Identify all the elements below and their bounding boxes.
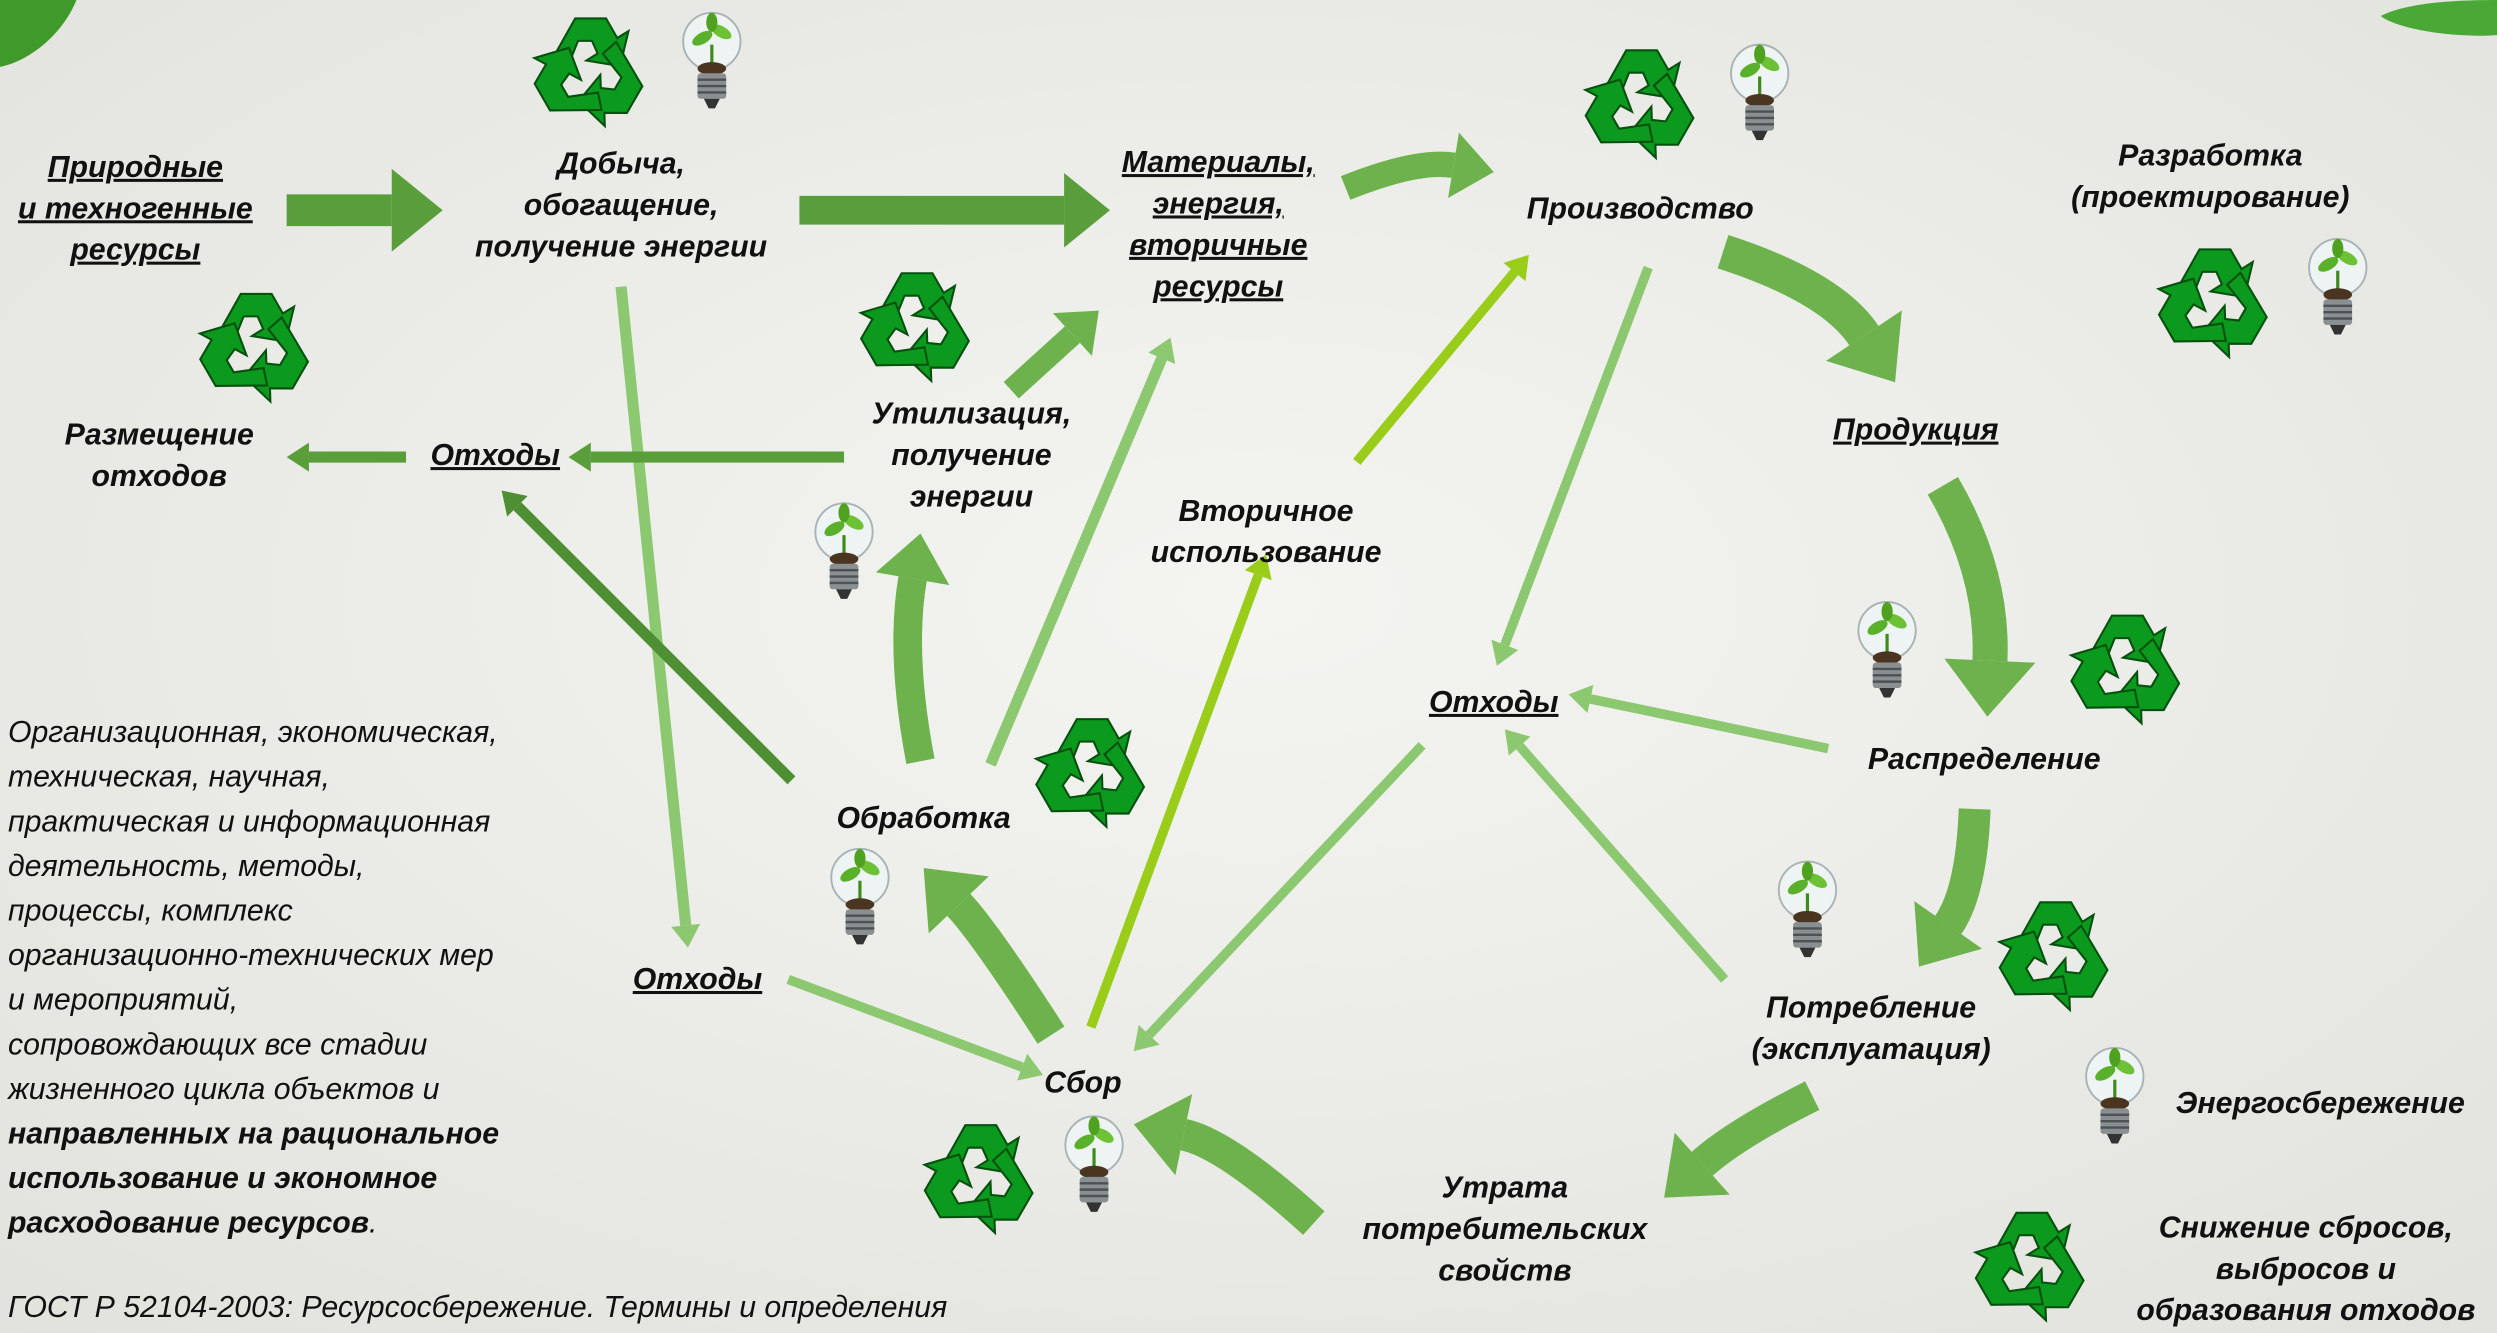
node-label-line: Потребление — [1766, 992, 1976, 1025]
node-label-line: Производство — [1527, 192, 1754, 225]
node-label-line: образования отходов — [2136, 1294, 2475, 1327]
node-label-line: Обработка — [837, 802, 1011, 835]
node-label-line: Отходы — [633, 963, 763, 996]
definition-emphasis: направленных на рациональное — [8, 1117, 499, 1150]
node-label: Отходы — [1429, 686, 1559, 719]
node-label-line: получение энергии — [475, 230, 767, 263]
node-label-line: Разработка — [2118, 140, 2302, 173]
node-label-line: Снижение сбросов, — [2159, 1211, 2453, 1244]
node-label-line: Природные — [48, 151, 223, 184]
node-label-line: (эксплуатация) — [1752, 1033, 1991, 1066]
definition-line: деятельность, методы, — [8, 850, 365, 883]
node-label: Энергосбережение — [2176, 1087, 2465, 1120]
definition-line: организационно-технических мер — [8, 939, 494, 972]
node-label-line: ресурсы — [1152, 270, 1283, 303]
node-label: Отходы — [633, 963, 763, 996]
node-label-line: энергия, — [1153, 187, 1284, 220]
node-label-line: Материалы, — [1122, 146, 1315, 179]
node-label-line: Продукция — [1833, 414, 1999, 447]
definition-line: сопровождающих все стадии — [8, 1028, 428, 1061]
node-label: Продукция — [1833, 414, 1999, 447]
node-label-line: Размещение — [65, 418, 254, 451]
definition-end: . — [369, 1207, 377, 1240]
definition-line: и мероприятий, — [8, 984, 238, 1017]
source: ГОСТ Р 52104-2003: Ресурсосбережение. Те… — [8, 1291, 947, 1324]
definition-line: Организационная, экономическая, — [8, 716, 498, 749]
node-label-line: Добыча, — [554, 148, 685, 181]
definition-emphasis: расходование ресурсов — [7, 1207, 369, 1240]
node-label-line: Утилизация, — [872, 398, 1072, 431]
diagram: Природные и техногенные ресурсы Добыча, обог… — [0, 0, 2497, 1333]
definition-line: техническая, научная, — [8, 761, 330, 794]
node-label-line: отходов — [92, 460, 227, 493]
node-label-line: Отходы — [1429, 686, 1559, 719]
node-label-line: и техногенные — [18, 192, 253, 225]
definition-emphasis: использование и экономное — [8, 1162, 437, 1195]
arrow-shaft — [908, 579, 921, 762]
node-label-line: вторичные — [1129, 229, 1307, 262]
node-label-line: обогащение, — [524, 189, 719, 222]
node-label-line: Вторичное — [1179, 495, 1354, 528]
node-label-line: Утрата — [1442, 1172, 1568, 1205]
node-label: Распределение — [1868, 743, 2101, 776]
node-label-line: Отходы — [431, 439, 561, 472]
node-label: Отходы — [431, 439, 561, 472]
node-label: Сбор — [1044, 1067, 1122, 1100]
node-label-line: ресурсы — [69, 234, 200, 267]
definition-line: жизненного цикла объектов и — [6, 1073, 440, 1106]
node-label-line: Распределение — [1868, 743, 2101, 776]
node-label-line: Сбор — [1044, 1067, 1122, 1100]
node-label-line: энергии — [910, 480, 1033, 513]
page: Природные и техногенные ресурсы Добыча, обог… — [0, 0, 2497, 1333]
definition-line: практическая и информационная — [8, 805, 490, 838]
node-label-line: получение — [891, 439, 1051, 472]
node-label-line: свойств — [1438, 1254, 1571, 1287]
node-label-line: использование — [1151, 536, 1382, 569]
node-label: Обработка — [837, 802, 1011, 835]
node-label-line: Энергосбережение — [2176, 1087, 2465, 1120]
node-label: Производство — [1527, 192, 1754, 225]
node-label-line: выбросов и — [2216, 1253, 2396, 1286]
node-label-line: (проектирование) — [2071, 181, 2349, 214]
definition-line: процессы, комплекс — [8, 894, 293, 927]
node-label-line: потребительских — [1363, 1213, 1649, 1246]
